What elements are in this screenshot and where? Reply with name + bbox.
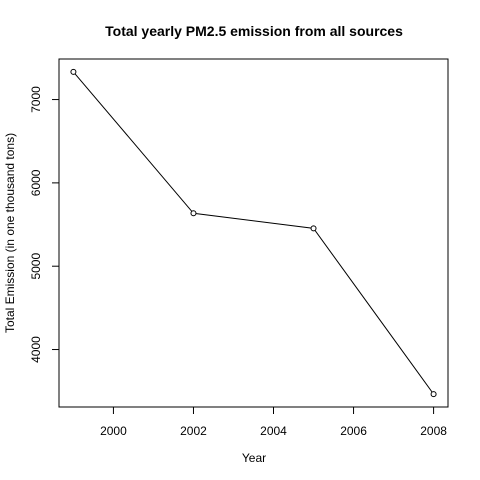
x-tick-label: 2004 [260,424,287,438]
x-tick-label: 2002 [180,424,207,438]
series-layer [70,68,437,398]
y-tick-label: 4000 [29,336,43,363]
x-axis-label: Year [242,451,266,465]
data-point [430,391,437,398]
chart-title: Total yearly PM2.5 emission from all sou… [105,23,403,39]
data-point [190,210,197,217]
y-tick-label: 7000 [29,86,43,113]
data-point [310,225,317,232]
series-line [73,71,434,395]
x-tick-label: 2008 [420,424,447,438]
y-axis: 4000 5000 6000 7000 [29,86,60,363]
y-tick-label: 5000 [29,253,43,280]
y-axis-label: Total Emission (in one thousand tons) [3,133,17,333]
x-axis: 2000 2002 2004 2006 2008 [100,406,447,438]
x-tick-label: 2000 [100,424,127,438]
x-tick-label: 2006 [340,424,367,438]
data-point [70,68,77,75]
y-tick-label: 6000 [29,169,43,196]
